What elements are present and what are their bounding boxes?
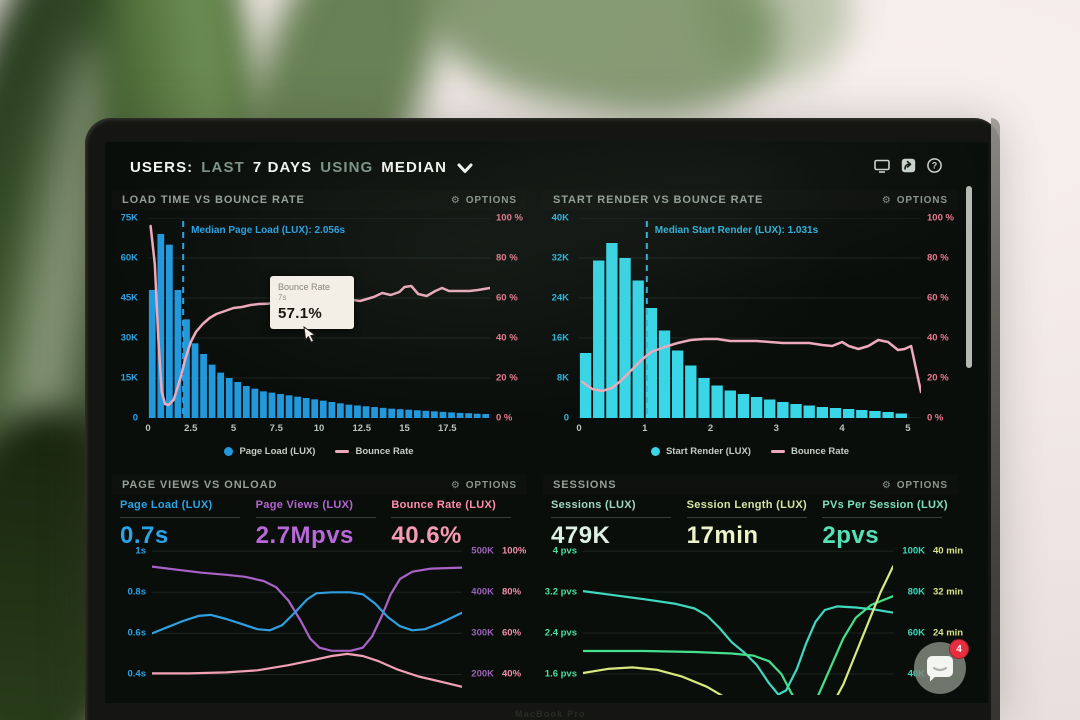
tooltip-title: Bounce Rate [278, 282, 331, 292]
panel-title: SESSIONS [553, 479, 617, 491]
options-button[interactable]: ⚙ OPTIONS [451, 480, 517, 491]
y-axis-left: 75K 60K 45K 30K 15K 0 [120, 212, 138, 424]
svg-text:Median Start Render (LUX): 1.0: Median Start Render (LUX): 1.031s [655, 225, 819, 236]
gear-icon: ⚙ [450, 194, 461, 206]
brand-label: MacBook Pro [515, 709, 586, 719]
metric-session-length: Session Length (LUX) 17min [686, 499, 807, 549]
monitor-icon[interactable] [874, 159, 890, 173]
panel-page-views: PAGE VIEWS VS ONLOAD ⚙ OPTIONS Page Load… [112, 475, 527, 703]
time-range-dropdown[interactable]: USERS: LAST 7 DAYS USING MEDIAN [130, 155, 473, 179]
help-icon[interactable]: ? [927, 158, 942, 173]
page-views-chart[interactable] [150, 545, 464, 695]
metric-pvs-per-session: PVs Per Session (LUX) 2pvs [822, 499, 948, 549]
scrollbar[interactable] [966, 186, 972, 368]
panel-title: PAGE VIEWS VS ONLOAD [122, 479, 278, 491]
y-axis-right: 100 % 80 % 60 % 40 % 20 % 0 % [927, 212, 954, 424]
tooltip-value: 57.1% [278, 305, 323, 322]
chat-bubble-icon [927, 656, 953, 682]
panel-title: LOAD TIME VS BOUNCE RATE [122, 194, 305, 206]
header-users-label: USERS: [130, 158, 194, 176]
chart-legend: Start Render (LUX) Bounce Rate [579, 446, 921, 457]
chat-notification-badge: 4 [949, 639, 969, 659]
chat-widget-button[interactable]: 4 [914, 639, 969, 694]
y-axis-right: 500K 100% 400K 80% 300K 60% 200K 40% [471, 545, 527, 680]
metric-bounce-rate: Bounce Rate (LUX) 40.6% [391, 499, 527, 550]
sessions-chart[interactable] [581, 545, 895, 703]
header-using-label: USING [320, 158, 374, 176]
x-axis: 0 2.5 5 7.5 10 12.5 15 17.5 [145, 423, 457, 434]
y-axis-left: 40K 32K 24K 16K 8K 0 [551, 212, 569, 424]
options-label: OPTIONS [465, 479, 517, 491]
header-days-label: 7 DAYS [252, 158, 313, 176]
metric-sessions: Sessions (LUX) 479K [551, 499, 687, 550]
metric-page-load: Page Load (LUX) 0.7s [120, 499, 256, 550]
options-label: OPTIONS [896, 479, 948, 491]
tooltip-subtitle: 7s [278, 293, 287, 302]
share-icon[interactable] [901, 158, 916, 173]
y-axis-left: 1s 0.8s 0.6s 0.4s [127, 545, 147, 680]
gear-icon: ⚙ [881, 194, 892, 206]
header-median-label: MEDIAN [381, 158, 448, 176]
chart-legend: Page Load (LUX) Bounce Rate [148, 446, 490, 457]
options-button[interactable]: ⚙ OPTIONS [451, 195, 517, 206]
laptop: MacBook Pro USERS: LAST 7 DAYS USING MED… [85, 118, 1000, 720]
gear-icon: ⚙ [881, 479, 892, 491]
metric-page-views: Page Views (LUX) 2.7Mpvs [255, 499, 392, 550]
load-time-chart[interactable]: Median Page Load (LUX): 2.056s Bounce Ra… [148, 217, 492, 419]
options-button[interactable]: ⚙ OPTIONS [882, 480, 948, 491]
gear-icon: ⚙ [450, 479, 461, 491]
chevron-down-icon [457, 163, 473, 173]
y-axis-left: 4 pvs 3.2 pvs 2.4 pvs 1.6 pvs [544, 545, 577, 680]
panel-title: START RENDER VS BOUNCE RATE [553, 194, 764, 206]
options-label: OPTIONS [465, 194, 517, 206]
metrics-row: Sessions (LUX) 479K Session Length (LUX)… [551, 499, 958, 550]
laptop-screen: USERS: LAST 7 DAYS USING MEDIAN [105, 142, 988, 703]
y-axis-right: 100 % 80 % 60 % 40 % 20 % 0 % [496, 212, 523, 424]
svg-text:Median Page Load (LUX): 2.056s: Median Page Load (LUX): 2.056s [191, 225, 345, 236]
header-last-label: LAST [201, 158, 245, 176]
start-render-chart[interactable]: Median Start Render (LUX): 1.031s [579, 217, 923, 419]
panel-start-render: START RENDER VS BOUNCE RATE ⚙ OPTIONS 40… [543, 190, 958, 468]
tooltip: Bounce Rate 7s 57.1% [270, 276, 354, 343]
svg-text:?: ? [932, 161, 938, 171]
options-button[interactable]: ⚙ OPTIONS [882, 195, 948, 206]
panel-load-time: LOAD TIME VS BOUNCE RATE ⚙ OPTIONS 75K 60… [112, 190, 527, 468]
metrics-row: Page Load (LUX) 0.7s Page Views (LUX) 2.… [120, 499, 527, 550]
laptop-edge [991, 118, 1000, 720]
options-label: OPTIONS [896, 194, 948, 206]
panel-sessions: SESSIONS ⚙ OPTIONS Sessions (LUX) 479K S… [543, 475, 963, 703]
cursor-icon [303, 326, 317, 343]
